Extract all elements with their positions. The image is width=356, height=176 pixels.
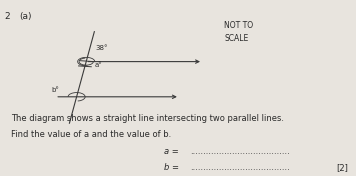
Text: b°: b° — [52, 87, 59, 93]
Text: a =: a = — [164, 147, 178, 156]
Text: ......................................: ...................................... — [190, 163, 290, 172]
Text: NOT TO
SCALE: NOT TO SCALE — [224, 21, 253, 43]
Text: 2: 2 — [4, 12, 10, 21]
Text: a°: a° — [95, 62, 103, 68]
Text: Find the value of a and the value of b.: Find the value of a and the value of b. — [11, 130, 171, 139]
Text: ......................................: ...................................... — [190, 147, 290, 156]
Text: b =: b = — [164, 163, 179, 172]
Text: [2]: [2] — [336, 163, 348, 172]
Text: (a): (a) — [20, 12, 32, 21]
Text: 38°: 38° — [95, 45, 108, 51]
Text: The diagram shows a straight line intersecting two parallel lines.: The diagram shows a straight line inters… — [11, 114, 284, 123]
